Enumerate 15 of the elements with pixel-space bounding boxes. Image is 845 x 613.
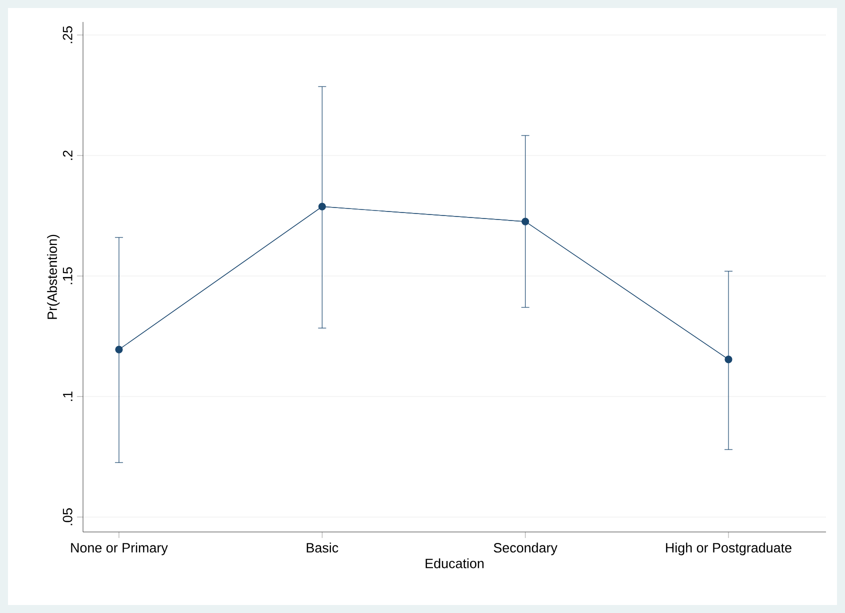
y-tick-label: .05	[62, 508, 72, 526]
x-axis-title: Education	[426, 558, 484, 568]
x-tick-label: Secondary	[494, 542, 558, 556]
y-tick-label: .15	[62, 267, 72, 284]
point	[724, 356, 732, 364]
point	[115, 346, 123, 354]
x-tick-label: None or Primary	[71, 542, 168, 556]
y-tick-label: .25	[62, 26, 72, 44]
x-tick-label: Basic	[306, 542, 338, 553]
y-axis-title: Pr(Abstention)	[47, 234, 60, 319]
point	[318, 202, 326, 210]
point	[522, 218, 530, 226]
y-tick-label: .2	[62, 150, 72, 160]
y-tick-label: .1	[63, 392, 72, 401]
x-tick-label: High or Postgraduate	[666, 542, 792, 556]
